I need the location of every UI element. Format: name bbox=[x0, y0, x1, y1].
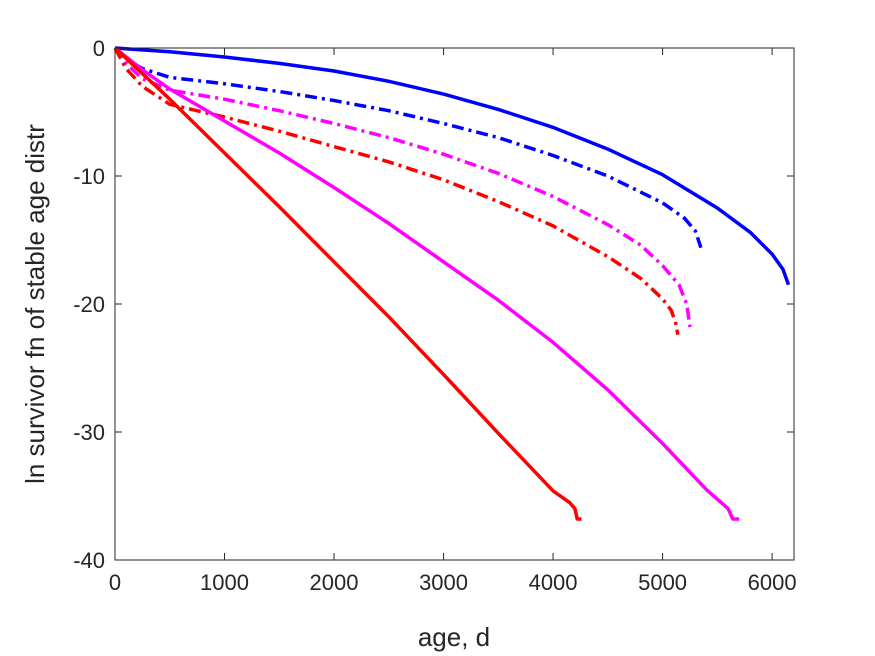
series-line-3 bbox=[113, 46, 692, 328]
x-axis-ticks: 0 1000 2000 3000 4000 5000 6000 bbox=[109, 48, 797, 595]
series-line-6 bbox=[113, 46, 582, 521]
series-line-4 bbox=[113, 47, 680, 336]
x-tick-label: 4000 bbox=[529, 570, 578, 595]
y-axis-label: ln survivor fn of stable age distr bbox=[20, 124, 50, 484]
series-line-1 bbox=[114, 46, 791, 286]
y-axis-ticks: -40 -30 -20 -10 0 bbox=[73, 36, 794, 573]
x-tick-label: 2000 bbox=[310, 570, 359, 595]
y-tick-label: -10 bbox=[73, 164, 105, 189]
x-tick-label: 3000 bbox=[419, 570, 468, 595]
x-tick-label: 0 bbox=[109, 570, 121, 595]
y-tick-label: 0 bbox=[93, 36, 105, 61]
y-tick-label: -20 bbox=[73, 292, 105, 317]
y-tick-label: -40 bbox=[73, 548, 105, 573]
series-layer bbox=[113, 46, 791, 521]
y-tick-label: -30 bbox=[73, 420, 105, 445]
x-tick-label: 5000 bbox=[638, 570, 687, 595]
x-tick-label: 6000 bbox=[748, 570, 797, 595]
series-line-5 bbox=[113, 46, 740, 521]
plot-background bbox=[115, 48, 794, 560]
x-tick-label: 1000 bbox=[200, 570, 249, 595]
x-axis-label: age, d bbox=[418, 622, 490, 652]
